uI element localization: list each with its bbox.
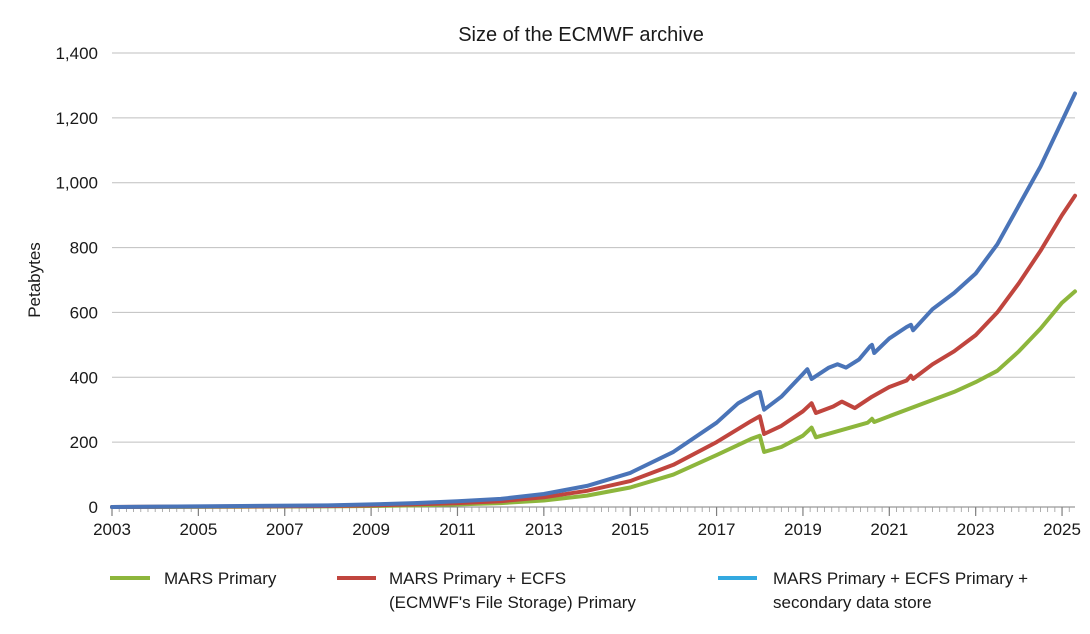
x-tick-label: 2009 xyxy=(352,520,390,539)
legend-label-mars-primary: MARS Primary xyxy=(164,569,277,588)
y-axis-label: Petabytes xyxy=(25,242,44,318)
legend-label-mars-ecfs-line1: MARS Primary + ECFS xyxy=(389,569,566,588)
x-tick-label: 2017 xyxy=(698,520,736,539)
y-tick-label: 200 xyxy=(70,433,98,452)
y-tick-label: 600 xyxy=(70,303,98,322)
series-line-0 xyxy=(110,289,1077,509)
legend-label-secondary-line1: MARS Primary + ECFS Primary + xyxy=(773,569,1028,588)
x-tick-label: 2021 xyxy=(870,520,908,539)
x-axis-ticks: 2003 2005 2007 2009 2011 2013 2015 2017 2019 2021… xyxy=(93,507,1081,539)
series-line-2 xyxy=(110,91,1077,509)
legend-item-mars-ecfs: MARS Primary + ECFS (ECMWF's File Storag… xyxy=(337,569,636,612)
legend-item-mars-ecfs-secondary: MARS Primary + ECFS Primary + secondary … xyxy=(718,569,1028,612)
x-tick-label: 2015 xyxy=(611,520,649,539)
y-tick-label: 0 xyxy=(89,498,98,517)
legend-label-secondary-line2: secondary data store xyxy=(773,593,932,612)
legend: MARS Primary MARS Primary + ECFS (ECMWF'… xyxy=(110,569,1028,612)
x-tick-label: 2011 xyxy=(439,520,476,539)
y-tick-label: 1,400 xyxy=(55,44,98,63)
legend-item-mars-primary: MARS Primary xyxy=(110,569,277,588)
x-tick-label: 2005 xyxy=(179,520,217,539)
legend-label-mars-ecfs-line2: (ECMWF's File Storage) Primary xyxy=(389,593,636,612)
y-tick-label: 1,200 xyxy=(55,109,98,128)
x-tick-label: 2013 xyxy=(525,520,563,539)
x-tick-label: 2007 xyxy=(266,520,304,539)
series-line-1 xyxy=(110,193,1077,509)
grid-lines xyxy=(112,52,1075,443)
y-tick-label: 800 xyxy=(70,239,98,258)
y-tick-label: 1,000 xyxy=(55,174,98,193)
x-tick-label: 2003 xyxy=(93,520,131,539)
chart-title: Size of the ECMWF archive xyxy=(458,24,704,46)
y-axis-ticks: 0 200 400 600 800 1,000 1,200 1,400 xyxy=(55,44,98,517)
x-tick-label: 2025 xyxy=(1043,520,1081,539)
x-tick-label: 2023 xyxy=(957,520,995,539)
y-tick-label: 400 xyxy=(70,368,98,387)
x-tick-label: 2019 xyxy=(784,520,822,539)
series-lines xyxy=(110,91,1077,509)
